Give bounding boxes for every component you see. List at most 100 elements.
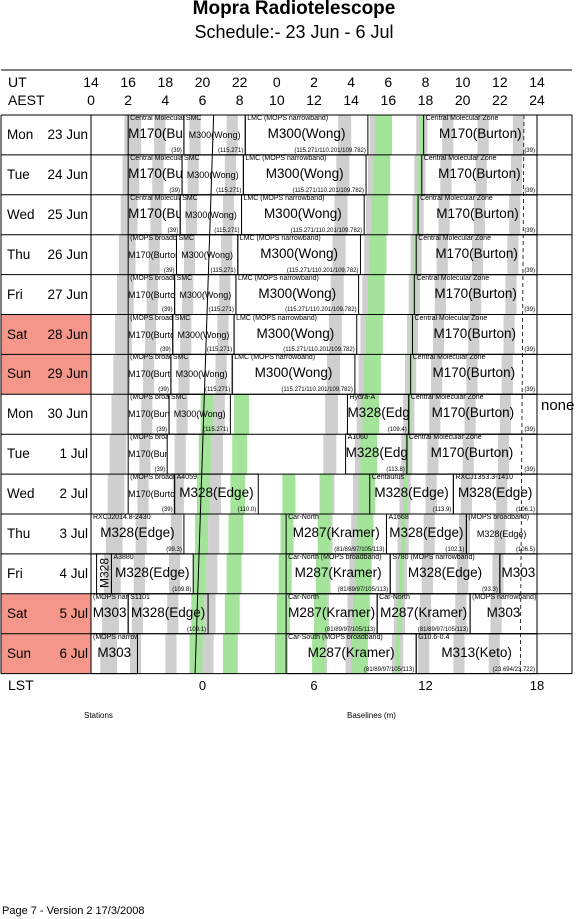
twilight-band xyxy=(349,553,359,594)
ut-label: UT xyxy=(8,74,27,90)
day-date: 1 Jul xyxy=(59,446,88,462)
block-project: M328(Edge) xyxy=(100,525,175,540)
block-project: M300(Wong) xyxy=(256,325,335,341)
schedule-block: (MOPS broadband) M170(Burton) (39) xyxy=(128,354,171,394)
twilight-band xyxy=(488,633,500,674)
daylight-band xyxy=(360,434,378,475)
ut-tick: 12 xyxy=(492,74,508,90)
day-of-week: Sun xyxy=(7,366,32,382)
block-project: M328(Edge) xyxy=(115,564,190,580)
twilight-band xyxy=(209,474,222,514)
block-source: Central Molecular Zone xyxy=(408,434,482,442)
block-source: SMC xyxy=(182,194,198,202)
schedule-block: Centaurus M328(Edge) (113.9) xyxy=(370,474,454,514)
twilight-band xyxy=(505,274,517,315)
block-project: M303 xyxy=(486,604,521,620)
twilight-band xyxy=(421,553,433,594)
block-project: M287(Kramer) xyxy=(294,564,382,580)
block-frequency: (115.271) xyxy=(208,307,234,314)
twilight-band xyxy=(143,354,155,395)
block-source: A1060 xyxy=(347,434,368,442)
block-project: M328(Edge) xyxy=(458,485,533,501)
schedule-block-frame xyxy=(90,633,138,675)
twilight-band xyxy=(492,553,504,594)
daylight-band xyxy=(371,194,389,235)
ut-tick: 14 xyxy=(529,74,545,90)
block-frequency: (39) xyxy=(156,427,168,434)
block-frequency: (81/89/97/105/113) xyxy=(324,626,376,633)
daylight-band xyxy=(317,514,331,554)
block-project: M170(Burton) xyxy=(430,445,514,461)
twilight-band xyxy=(423,514,435,554)
block-project: M287(Kramer) xyxy=(307,644,395,660)
twilight-band xyxy=(141,394,153,435)
block-frequency: (81/89/97/105/113) xyxy=(337,586,389,593)
block-frequency: (81/89/97/105/113) xyxy=(363,666,415,673)
block-frequency: (115.271/110.201/109.782) xyxy=(283,347,355,354)
block-frequency: (102.1) xyxy=(445,546,465,553)
block-project: M170(Burton) xyxy=(128,449,168,460)
block-frequency: (81/89/97/105/113) xyxy=(334,546,385,553)
block-project: M170(Burton) xyxy=(128,289,175,300)
twilight-band xyxy=(325,394,339,435)
block-frequency: (23.694/23.722) xyxy=(492,666,535,673)
block-frequency: (81/89/97/105/113) xyxy=(417,626,469,633)
aest-tick: 12 xyxy=(306,92,322,108)
schedule-block: SMC M300(Wong) (115.271) xyxy=(175,275,236,315)
twilight-band xyxy=(347,593,357,634)
block-frequency: (115.271) xyxy=(214,227,240,234)
twilight-band xyxy=(176,394,188,435)
twilight-band xyxy=(221,234,233,275)
block-project: M300(Wong) xyxy=(263,205,342,221)
twilight-band xyxy=(362,274,372,315)
twilight-band xyxy=(178,354,190,395)
block-project: M300(Wong) xyxy=(186,169,239,180)
twilight-band xyxy=(152,154,164,195)
block-source: Car-South (MOPS broadband) xyxy=(288,633,383,641)
block-frequency: (99.3) xyxy=(166,546,182,553)
daylight-band xyxy=(319,474,333,514)
twilight-band xyxy=(477,115,489,155)
schedule-block: Car-North M287(Kramer) (81/89/97/105/113) xyxy=(286,594,377,634)
daylight-band xyxy=(282,474,296,514)
day-of-week: Sat xyxy=(7,605,28,621)
twilight-band xyxy=(432,314,445,355)
block-source: SMC xyxy=(176,274,193,282)
day-of-week: Thu xyxy=(7,246,31,262)
aest-tick: 6 xyxy=(198,92,207,108)
block-frequency: (39) xyxy=(158,387,169,394)
block-frequency: (39) xyxy=(524,387,535,394)
twilight-band xyxy=(356,394,367,435)
twilight-band xyxy=(104,553,121,594)
block-project: M300(Wong) xyxy=(173,409,226,420)
twilight-band xyxy=(183,234,196,275)
daylight-band xyxy=(232,434,248,475)
day-of-week: Sat xyxy=(7,326,28,342)
twilight-band xyxy=(130,633,142,674)
twilight-band xyxy=(206,553,218,594)
block-source: (MOPS broadband) xyxy=(130,234,177,242)
day-date: 29 Jun xyxy=(47,366,88,382)
ut-tick: 14 xyxy=(83,74,99,90)
block-frequency: (39) xyxy=(161,307,173,314)
twilight-band xyxy=(327,354,341,395)
block-source: LMC (MOPS narrowband) xyxy=(237,274,319,282)
block-source: LMC (MOPS narrowband) xyxy=(247,115,329,122)
block-frequency: (110.0) xyxy=(237,506,257,513)
twilight-band xyxy=(367,154,378,195)
twilight-band xyxy=(146,274,158,315)
daylight-band xyxy=(278,553,292,594)
block-frequency: (115.271) xyxy=(204,387,231,394)
twilight-band xyxy=(353,474,363,514)
twilight-band xyxy=(336,154,350,195)
day-of-week: Fri xyxy=(7,286,23,302)
daylight-band xyxy=(226,553,242,594)
twilight-band xyxy=(224,154,236,195)
daylight-band xyxy=(314,593,328,634)
block-frequency: (39) xyxy=(169,187,181,194)
block-frequency: (109.8) xyxy=(172,586,192,593)
twilight-band xyxy=(512,115,524,155)
